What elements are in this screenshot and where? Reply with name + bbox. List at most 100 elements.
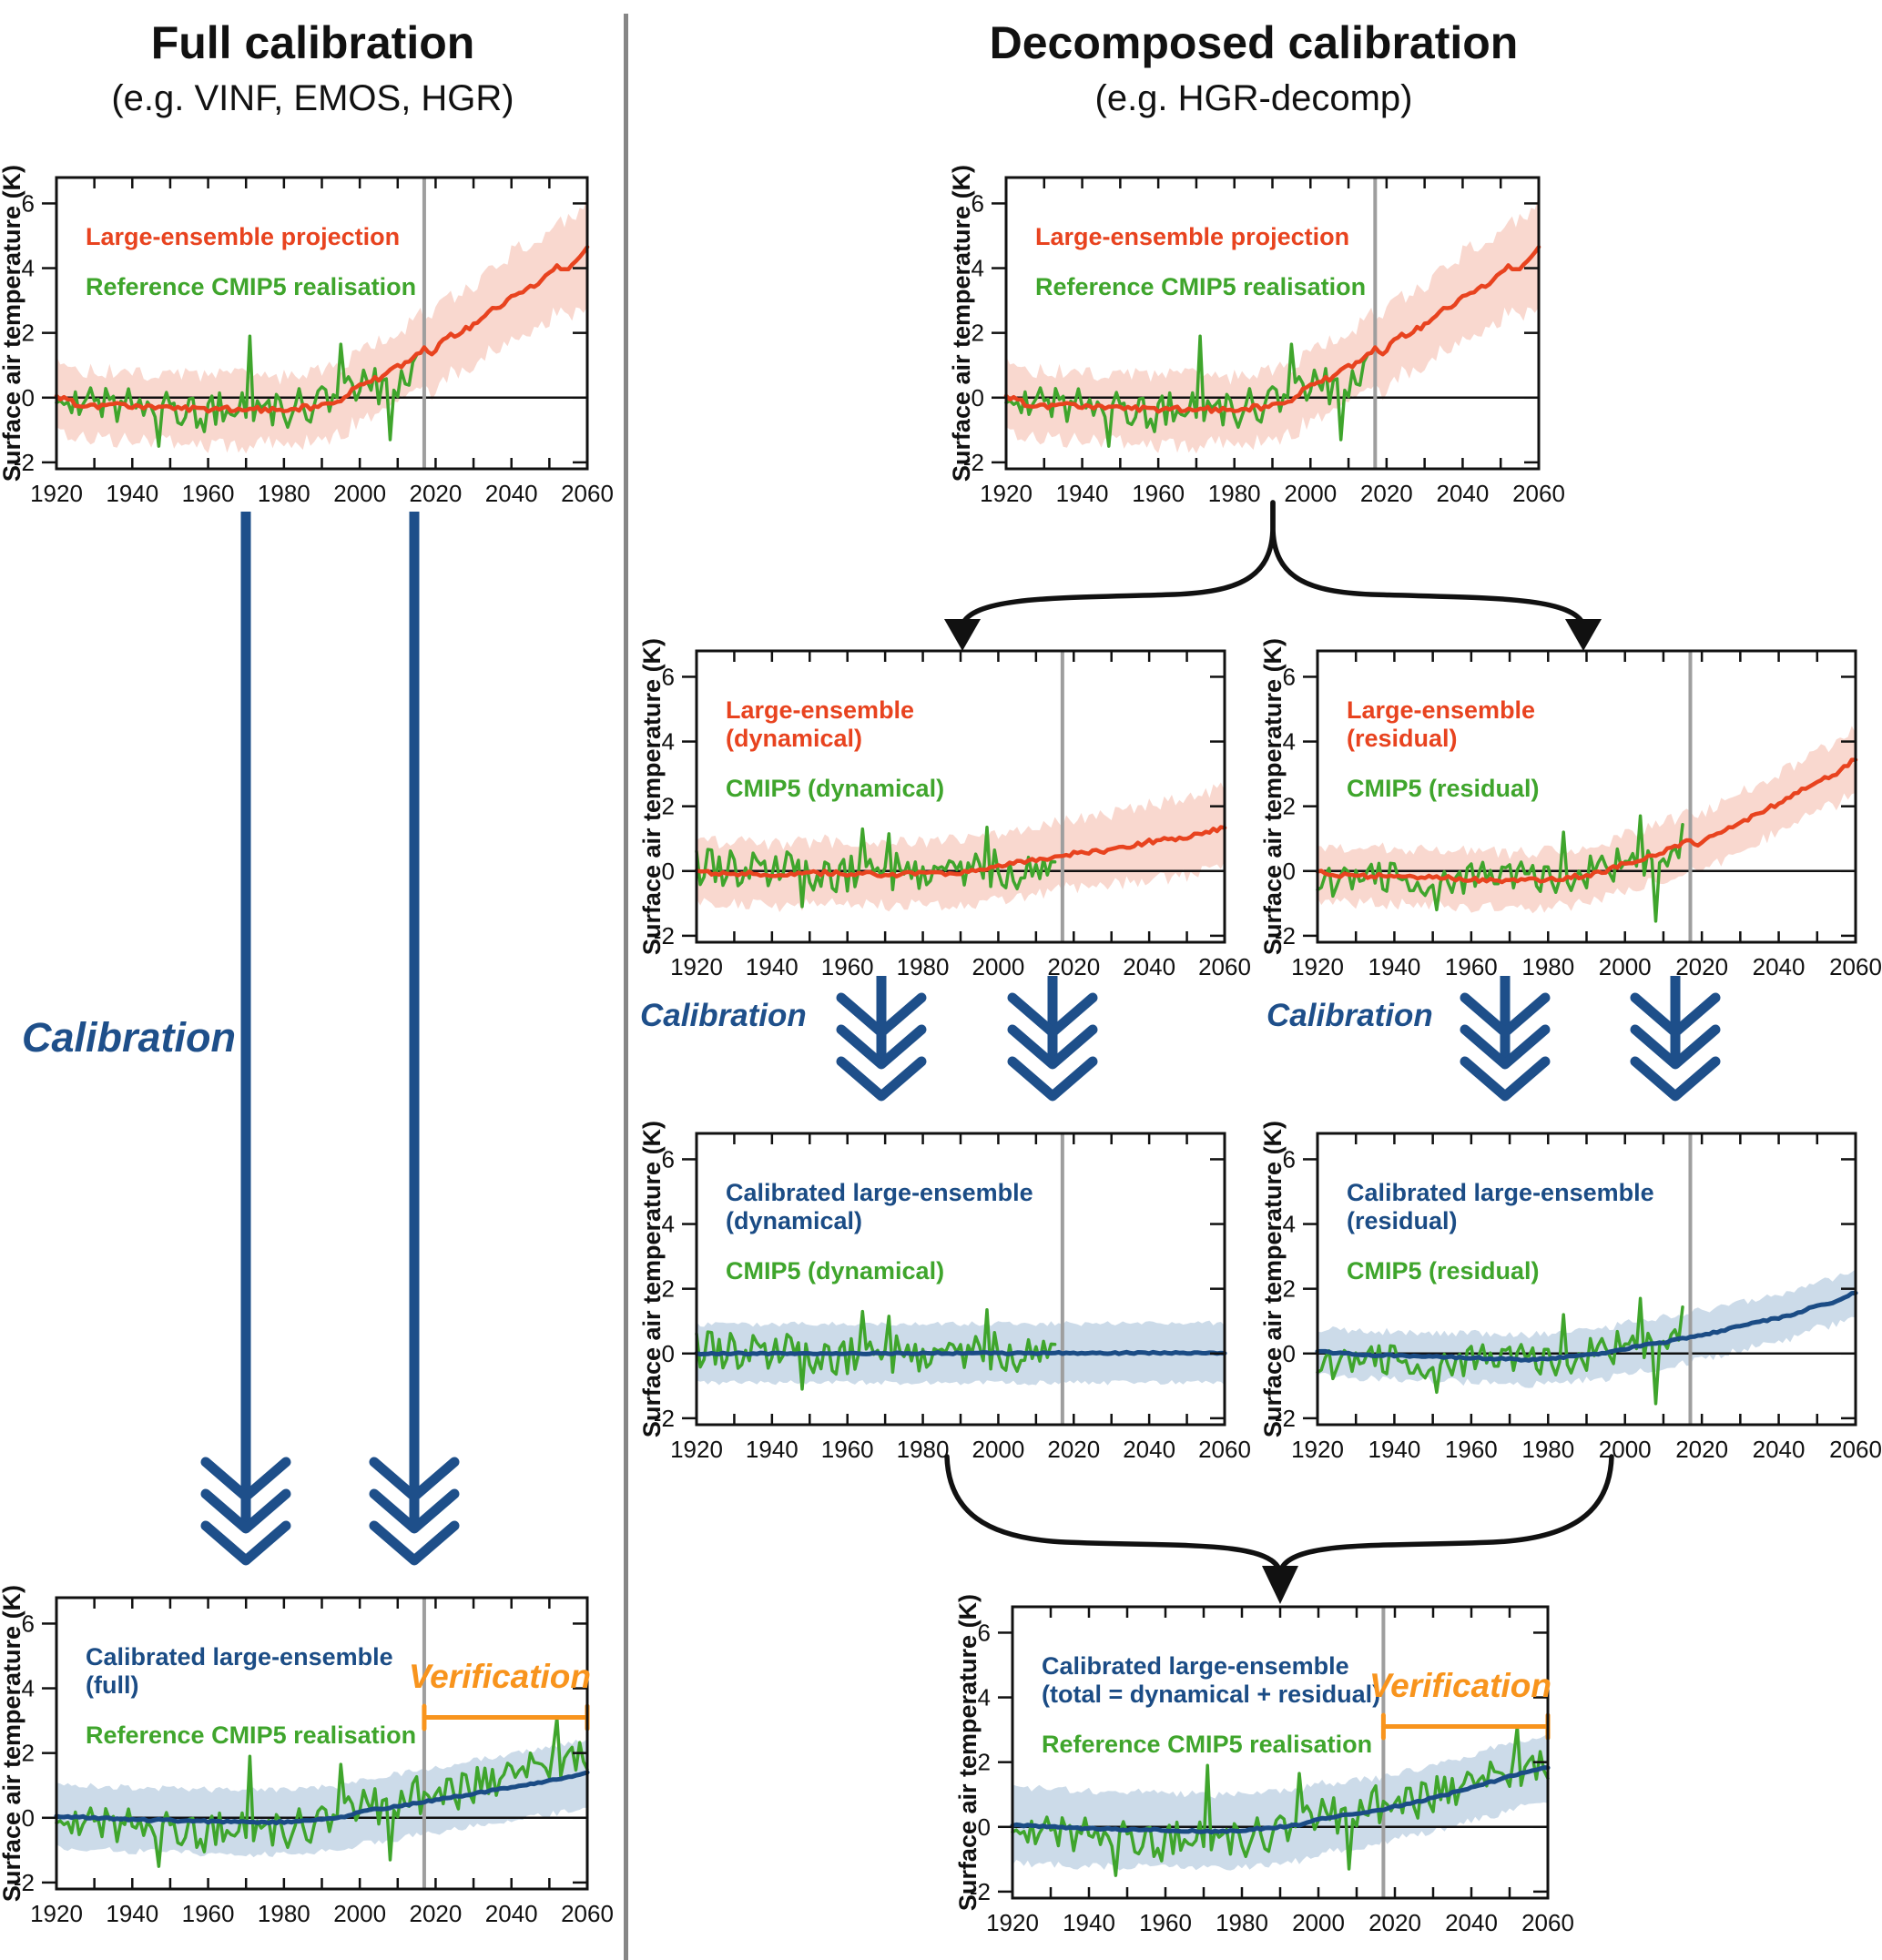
series-large-ensemble-dynamical-ensemble-mean	[694, 825, 1227, 878]
arrowhead-icon	[1262, 1566, 1298, 1604]
right-panel-subtitle: (e.g. HGR-decomp)	[1094, 78, 1413, 118]
y-axis-title: Surface air temperature (K)	[638, 638, 666, 955]
y-tick-label: 6	[22, 189, 35, 217]
y-tick-label: 4	[662, 1211, 675, 1238]
x-tick-label: 1980	[1521, 953, 1574, 980]
merge-flow-arrow	[944, 1454, 1614, 1604]
y-tick-label: 0	[662, 858, 675, 885]
x-tick-label: 1960	[821, 1436, 874, 1463]
x-tick-label: 2040	[485, 480, 538, 507]
x-tick-label: 1960	[1445, 953, 1498, 980]
x-tick-label: 1920	[1291, 953, 1344, 980]
x-tick-label: 1980	[1521, 1436, 1574, 1463]
y-tick-label: 2	[22, 320, 35, 347]
confidence-band	[1317, 726, 1856, 914]
legend-item-cmip5-dynamical: CMIP5 (dynamical)	[726, 1256, 945, 1285]
x-tick-label: 2060	[561, 480, 614, 507]
chart-svg-full-projection: 1920 1940 1960 1980 2000 2020 2040 2060 -2 0 2 4 6Su…	[0, 165, 614, 507]
x-tick-label: 2040	[1753, 953, 1806, 980]
x-tick-label: 2020	[410, 1900, 463, 1927]
x-tick-label: 2040	[1123, 953, 1175, 980]
chart-calibrated-total: 1920 1940 1960 1980 2000 2020 2040 2060 -2 0 2 4 6 Su…	[954, 1594, 1574, 1946]
x-tick-label: 2040	[1437, 480, 1490, 507]
y-axis-title: Surface air temperature (K)	[1259, 1121, 1287, 1437]
x-tick-label: 2040	[1753, 1436, 1806, 1463]
y-axis-title: Surface air temperature (K)	[0, 1585, 25, 1902]
x-tick-label: 1960	[1139, 1909, 1192, 1936]
x-tick-label: 2020	[1360, 480, 1413, 507]
chart-legend: Large-ensemble (dynamical) CMIP5 (dynamic…	[726, 696, 944, 824]
legend-item-reference-cmip5-realisation: Reference CMIP5 realisation	[86, 272, 417, 300]
legend-item-large-ensemble-projection: Large-ensemble projection	[1035, 223, 1350, 250]
y-tick-label: 2	[662, 793, 675, 820]
right-panel-title: Decomposed calibration	[989, 17, 1519, 68]
y-tick-label: 6	[662, 663, 675, 690]
legend-item-reference-cmip5-realisation: Reference CMIP5 realisation	[1042, 1730, 1373, 1758]
y-tick-label: 4	[972, 255, 984, 282]
x-tick-label: 1940	[746, 1436, 799, 1463]
chart-svg-large-ensemble-dynamical: 1920 1940 1960 1980 2000 2020 2040 2060-20246Su…	[638, 638, 1251, 980]
y-axis-title: Surface air temperature (K)	[1259, 638, 1287, 955]
x-tick-label: 2060	[1198, 953, 1251, 980]
calibration-label-left: Calibration	[22, 1014, 237, 1061]
series-reference-cmip5-realisation	[55, 334, 419, 448]
x-tick-label: 2020	[1675, 1436, 1728, 1463]
chart-legend: Large-ensemble (residual) CMIP5 (residual…	[1347, 696, 1540, 824]
x-tick-label: 1980	[258, 1900, 310, 1927]
x-tick-label: 1940	[1056, 480, 1109, 507]
series-reference-cmip5-realisation	[55, 1715, 589, 1868]
legend-item-large-ensemble-projection: Large-ensemble projection	[86, 223, 401, 250]
y-tick-label: -2	[1275, 1405, 1296, 1432]
series-cmip5-dynamical	[695, 826, 1057, 909]
y-axis-title: Surface air temperature (K)	[948, 165, 975, 482]
series-cmip5-residual	[1316, 814, 1684, 923]
x-tick-label: 1920	[670, 953, 723, 980]
x-tick-label: 1920	[980, 480, 1033, 507]
x-tick-label: 2040	[1445, 1909, 1498, 1936]
confidence-band	[56, 1739, 587, 1858]
x-tick-label: 1940	[1368, 953, 1421, 980]
calibration-arrow-dynamical-1	[836, 976, 927, 1102]
left-panel-title: Full calibration	[150, 17, 475, 68]
y-tick-label: -2	[14, 1869, 35, 1896]
chart-svg-calibrated-dynamical: 1920 1940 1960 1980 2000 2020 2040 2060 -2 0 2 4 6Su…	[638, 1121, 1251, 1463]
legend-item-reference-cmip5-realisation: Reference CMIP5 realisation	[86, 1721, 417, 1749]
y-tick-label: 6	[1283, 663, 1296, 690]
x-tick-label: 2000	[1599, 953, 1652, 980]
x-tick-label: 1920	[670, 1436, 723, 1463]
y-tick-label: 0	[662, 1340, 675, 1367]
x-tick-label: 1940	[106, 480, 158, 507]
y-tick-label: -2	[654, 1405, 675, 1432]
series-large-ensemble-residual-ensemble-mean	[1315, 757, 1858, 885]
chart-svg-decomposed-projection: 1920 1940 1960 1980 2000 2020 2040 2060 -2 0 2 4 6Su…	[948, 165, 1565, 507]
confidence-band	[56, 194, 587, 454]
x-tick-label: 2020	[1368, 1909, 1421, 1936]
x-tick-label: 2000	[333, 480, 386, 507]
y-tick-label: 4	[22, 1675, 35, 1702]
y-tick-label: 6	[972, 189, 984, 217]
y-tick-label: 0	[1283, 1340, 1296, 1367]
legend-item-large-ensemble: Large-ensemble (residual)	[1347, 696, 1536, 752]
panel-divider	[624, 14, 628, 1960]
series-reference-cmip5-realisation	[1004, 334, 1369, 448]
calibration-arrow-full-2	[369, 512, 460, 1566]
legend-item-calibrated-large-ensemble: Calibrated large-ensemble (full)	[86, 1643, 393, 1699]
x-tick-label: 1980	[897, 1436, 950, 1463]
y-axis-title: Surface air temperature (K)	[0, 165, 25, 482]
chart-legend: Calibrated large-ensemble (residual) CMIP…	[1347, 1179, 1654, 1306]
verification-label: Verification	[408, 1657, 591, 1695]
y-tick-label: 6	[662, 1145, 675, 1173]
chart-legend: Calibrated large-ensemble (total = dynam…	[1042, 1652, 1380, 1780]
y-tick-label: 2	[972, 320, 984, 347]
verification-bracket	[1380, 1712, 1551, 1741]
legend-item-calibrated-large-ensemble: Calibrated large-ensemble (total = dynam…	[1042, 1652, 1381, 1708]
x-tick-label: 2060	[1512, 480, 1565, 507]
x-tick-label: 2020	[410, 480, 463, 507]
chart-calibrated-full: 1920 1940 1960 1980 2000 2020 2040 2060 -2 0 2 4 6 Su…	[0, 1585, 614, 1937]
x-tick-label: 1960	[1132, 480, 1185, 507]
chart-legend: Large-ensemble projection Reference CMIP5…	[86, 223, 416, 323]
chart-calibrated-dynamical: 1920 1940 1960 1980 2000 2020 2040 2060 -2 0 2 4 6 Su…	[638, 1121, 1251, 1473]
x-tick-label: 2020	[1675, 953, 1728, 980]
y-tick-label: -2	[963, 449, 984, 476]
x-tick-label: 2000	[1284, 480, 1337, 507]
